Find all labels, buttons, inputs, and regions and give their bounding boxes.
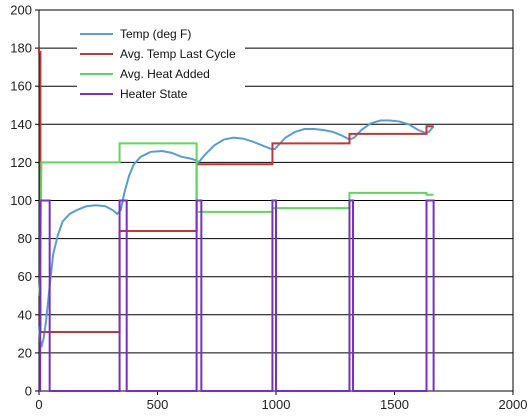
- legend-label: Temp (deg F): [120, 27, 191, 41]
- y-tick-label: 120: [10, 155, 32, 170]
- y-tick-label: 180: [10, 41, 32, 56]
- y-tick-label: 40: [18, 307, 32, 322]
- legend: Temp (deg F) Avg. Temp Last Cycle Avg. Hea…: [77, 25, 245, 102]
- x-tick-label: 1000: [262, 397, 291, 412]
- legend-entry-background: [77, 25, 245, 42]
- y-tick-label: 20: [18, 345, 32, 360]
- x-tick-label: 1500: [380, 397, 409, 412]
- y-tick-label: 80: [18, 231, 32, 246]
- legend-label: Avg. Heat Added: [120, 67, 210, 81]
- y-tick-label: 160: [10, 79, 32, 94]
- y-tick-label: 0: [25, 384, 32, 399]
- legend-entry-background: [77, 85, 245, 102]
- y-tick-label: 60: [18, 269, 32, 284]
- legend-label: Heater State: [120, 87, 188, 101]
- x-tick-label: 0: [35, 397, 42, 412]
- series-line-2: [38, 142, 434, 296]
- series-lines: [38, 48, 435, 392]
- y-tick-label: 200: [10, 3, 32, 18]
- x-tick-label: 2000: [499, 397, 528, 412]
- legend-label: Avg. Temp Last Cycle: [120, 47, 236, 61]
- series-line-3: [39, 199, 435, 392]
- x-tick-label: 500: [147, 397, 169, 412]
- legend-entry-background: [77, 65, 245, 82]
- y-tick-label: 140: [10, 117, 32, 132]
- legend-entry-background: [77, 45, 245, 62]
- y-tick-label: 100: [10, 193, 32, 208]
